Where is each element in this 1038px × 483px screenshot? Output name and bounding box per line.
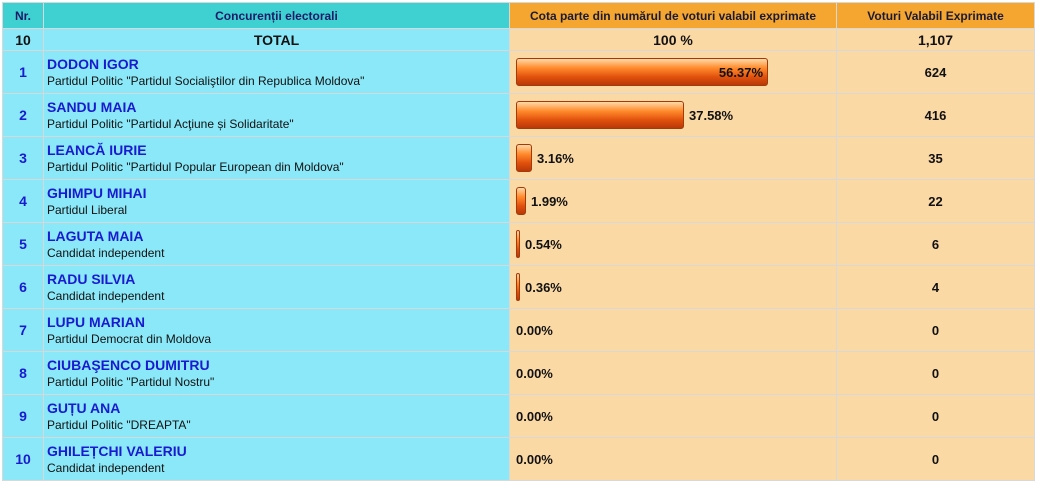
- candidate-number: 1: [2, 50, 44, 94]
- votes-count: 624: [836, 50, 1035, 94]
- candidate-number: 5: [2, 222, 44, 266]
- candidate-cell: SANDU MAIA Partidul Politic "Partidul Acţ…: [43, 93, 510, 137]
- candidate-cell: GUȚU ANA Partidul Politic "DREAPTA": [43, 394, 510, 438]
- header-nr: Nr.: [2, 2, 44, 29]
- votes-count: 6: [836, 222, 1035, 266]
- candidate-name[interactable]: LAGUTA MAIA: [47, 227, 144, 244]
- share-cell: 1.99%: [509, 179, 837, 223]
- candidate-row: 10 GHILEȚCHI VALERIU Candidat independent 0…: [2, 437, 1035, 481]
- candidate-name[interactable]: GHIMPU MIHAI: [47, 184, 147, 201]
- votes-count: 0: [836, 437, 1035, 481]
- candidate-cell: LAGUTA MAIA Candidat independent: [43, 222, 510, 266]
- share-cell: 3.16%: [509, 136, 837, 180]
- share-cell: 37.58%: [509, 93, 837, 137]
- votes-count: 4: [836, 265, 1035, 309]
- candidate-cell: LEANCĂ IURIE Partidul Politic "Partidul P…: [43, 136, 510, 180]
- candidate-name[interactable]: RADU SILVIA: [47, 270, 136, 287]
- candidate-number: 9: [2, 394, 44, 438]
- candidate-cell: CIUBAŞENCO DUMITRU Partidul Politic "Part…: [43, 351, 510, 395]
- share-cell: 0.00%: [509, 308, 837, 352]
- candidate-row: 5 LAGUTA MAIA Candidat independent 0.54% 6: [2, 222, 1035, 266]
- votes-count: 416: [836, 93, 1035, 137]
- candidate-name[interactable]: LUPU MARIAN: [47, 313, 145, 330]
- header-row: Nr. Concurenții electorali Cota parte di…: [2, 2, 1035, 29]
- share-bar: [516, 101, 684, 129]
- share-cell: 56.37%: [509, 50, 837, 94]
- share-percent: 3.16%: [537, 150, 574, 166]
- candidate-name[interactable]: DODON IGOR: [47, 55, 139, 72]
- candidate-number: 2: [2, 93, 44, 137]
- candidate-name[interactable]: GHILEȚCHI VALERIU: [47, 442, 187, 459]
- candidate-party: Partidul Politic "Partidul Nostru": [47, 374, 215, 389]
- votes-count: 0: [836, 351, 1035, 395]
- share-percent: 56.37%: [718, 64, 763, 80]
- share-cell: 0.00%: [509, 437, 837, 481]
- share-percent: 0.00%: [516, 451, 553, 467]
- candidate-cell: LUPU MARIAN Partidul Democrat din Moldova: [43, 308, 510, 352]
- candidate-party: Partidul Democrat din Moldova: [47, 331, 212, 346]
- candidate-row: 2 SANDU MAIA Partidul Politic "Partidul Ac…: [2, 93, 1035, 137]
- candidate-row: 9 GUȚU ANA Partidul Politic "DREAPTA" 0.00%…: [2, 394, 1035, 438]
- share-cell: 0.00%: [509, 394, 837, 438]
- share-bar: [516, 273, 520, 301]
- candidate-cell: DODON IGOR Partidul Politic "Partidul Soc…: [43, 50, 510, 94]
- share-cell: 0.00%: [509, 351, 837, 395]
- candidate-row: 3 LEANCĂ IURIE Partidul Politic "Partidul …: [2, 136, 1035, 180]
- candidate-party: Partidul Politic "Partidul Acţiune și So…: [47, 116, 294, 131]
- candidate-number: 6: [2, 265, 44, 309]
- share-percent: 1.99%: [531, 193, 568, 209]
- total-row: 10 TOTAL 100 % 1,107: [2, 28, 1035, 51]
- candidate-cell: GHILEȚCHI VALERIU Candidat independent: [43, 437, 510, 481]
- candidate-row: 7 LUPU MARIAN Partidul Democrat din Moldov…: [2, 308, 1035, 352]
- candidate-name[interactable]: GUȚU ANA: [47, 399, 121, 416]
- total-share: 100 %: [509, 28, 837, 51]
- share-bar: [516, 187, 526, 215]
- candidate-party: Partidul Politic "DREAPTA": [47, 417, 191, 432]
- share-percent: 37.58%: [689, 107, 734, 123]
- votes-count: 0: [836, 394, 1035, 438]
- share-percent: 0.36%: [525, 279, 562, 295]
- share-bar: [516, 230, 520, 258]
- candidate-party: Partidul Liberal: [47, 202, 128, 217]
- candidate-cell: GHIMPU MIHAI Partidul Liberal: [43, 179, 510, 223]
- candidate-cell: RADU SILVIA Candidat independent: [43, 265, 510, 309]
- header-share: Cota parte din numărul de voturi valabil…: [509, 2, 837, 29]
- candidate-party: Candidat independent: [47, 245, 165, 260]
- candidate-party: Partidul Politic "Partidul Socialiştilor…: [47, 73, 365, 88]
- header-candidates: Concurenții electorali: [43, 2, 510, 29]
- share-bar: [516, 144, 532, 172]
- candidate-number: 3: [2, 136, 44, 180]
- candidate-row: 1 DODON IGOR Partidul Politic "Partidul So…: [2, 50, 1035, 94]
- candidate-number: 4: [2, 179, 44, 223]
- candidate-party: Candidat independent: [47, 288, 165, 303]
- candidate-name[interactable]: SANDU MAIA: [47, 98, 137, 115]
- votes-count: 35: [836, 136, 1035, 180]
- candidate-row: 8 CIUBAŞENCO DUMITRU Partidul Politic "Par…: [2, 351, 1035, 395]
- share-percent: 0.54%: [525, 236, 562, 252]
- share-percent: 0.00%: [516, 322, 553, 338]
- total-votes: 1,107: [836, 28, 1035, 51]
- candidate-number: 10: [2, 437, 44, 481]
- total-label: TOTAL: [43, 28, 510, 51]
- votes-count: 0: [836, 308, 1035, 352]
- candidate-name[interactable]: LEANCĂ IURIE: [47, 141, 147, 158]
- share-cell: 0.36%: [509, 265, 837, 309]
- candidate-party: Candidat independent: [47, 460, 165, 475]
- candidate-party: Partidul Politic "Partidul Popular Europ…: [47, 159, 344, 174]
- share-percent: 0.00%: [516, 365, 553, 381]
- candidate-row: 6 RADU SILVIA Candidat independent 0.36% 4: [2, 265, 1035, 309]
- candidate-name[interactable]: CIUBAŞENCO DUMITRU: [47, 356, 210, 373]
- candidate-number: 7: [2, 308, 44, 352]
- votes-count: 22: [836, 179, 1035, 223]
- share-cell: 0.54%: [509, 222, 837, 266]
- candidate-number: 8: [2, 351, 44, 395]
- candidate-row: 4 GHIMPU MIHAI Partidul Liberal 1.99% 22: [2, 179, 1035, 223]
- total-count: 10: [2, 28, 44, 51]
- share-bar: 56.37%: [516, 58, 768, 86]
- header-votes: Voturi Valabil Exprimate: [836, 2, 1035, 29]
- share-percent: 0.00%: [516, 408, 553, 424]
